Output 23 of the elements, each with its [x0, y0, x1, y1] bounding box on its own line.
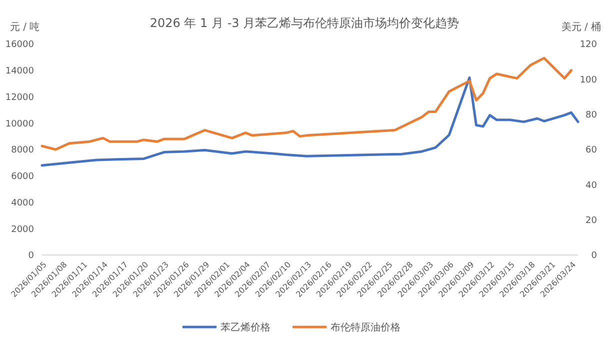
y-tick-label: 10000 — [5, 119, 34, 130]
y-tick-label: 14000 — [5, 66, 34, 77]
line-series — [40, 76, 580, 167]
legend-label: 布伦特原油价格 — [330, 322, 400, 334]
y-axis-title: 元 / 吨 — [10, 21, 40, 33]
y2-tick-label: 40 — [586, 180, 598, 191]
chart-title: 2026 年 1 月 -3 月苯乙烯与布伦特原油市场均价变化趋势 — [150, 16, 460, 30]
y2-tick-label: 100 — [580, 75, 598, 86]
legend-label: 苯乙烯价格 — [220, 322, 270, 334]
y-tick-label: 4000 — [11, 198, 34, 208]
y2-tick-label: 60 — [586, 146, 598, 156]
y2-tick-label: 120 — [580, 40, 598, 50]
y2-axis-title: 美元 / 桶 — [561, 21, 601, 33]
y-tick-label: 12000 — [5, 92, 34, 103]
y-tick-label: 6000 — [11, 172, 34, 182]
y-tick-label: 2000 — [11, 224, 34, 235]
y-tick-label: 16000 — [5, 40, 34, 50]
y2-tick-label: 80 — [586, 110, 598, 120]
y2-tick-label: 20 — [586, 216, 598, 226]
y-tick-label: 8000 — [11, 146, 34, 156]
y-tick-label: 0 — [28, 251, 34, 262]
line-series — [40, 56, 572, 151]
y2-tick-label: 0 — [591, 251, 598, 262]
